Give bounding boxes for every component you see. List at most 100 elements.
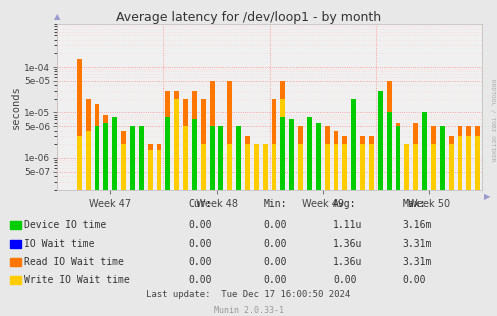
Bar <box>112 131 117 316</box>
Bar <box>103 144 108 316</box>
Text: 0.00: 0.00 <box>189 275 212 285</box>
Bar <box>316 123 321 316</box>
Bar <box>263 144 267 316</box>
Bar <box>77 136 82 316</box>
Text: 1.36u: 1.36u <box>333 239 362 249</box>
Text: 0.00: 0.00 <box>403 275 426 285</box>
Bar <box>396 123 401 316</box>
Bar <box>192 126 197 316</box>
Text: Read IO Wait time: Read IO Wait time <box>24 257 124 267</box>
Bar <box>103 114 108 316</box>
Text: Min:: Min: <box>263 199 287 209</box>
Text: 0.00: 0.00 <box>189 220 212 230</box>
Bar <box>360 136 365 316</box>
Text: Cur:: Cur: <box>189 199 212 209</box>
Bar <box>219 126 223 316</box>
Text: Last update:  Tue Dec 17 16:00:50 2024: Last update: Tue Dec 17 16:00:50 2024 <box>147 290 350 299</box>
Bar <box>440 126 445 316</box>
Bar <box>245 144 250 316</box>
Bar <box>210 81 215 316</box>
Bar <box>103 123 108 316</box>
Text: Average latency for /dev/loop1 - by month: Average latency for /dev/loop1 - by mont… <box>116 11 381 24</box>
Bar <box>298 126 303 316</box>
Bar <box>94 131 99 316</box>
Bar <box>192 91 197 316</box>
Bar <box>210 144 215 316</box>
Text: 3.16m: 3.16m <box>403 220 432 230</box>
Bar <box>227 81 232 316</box>
Bar <box>298 144 303 316</box>
Bar <box>351 99 356 316</box>
Bar <box>201 99 206 316</box>
Bar <box>333 131 338 316</box>
Bar <box>219 144 223 316</box>
Bar <box>342 144 347 316</box>
Text: 1.36u: 1.36u <box>333 257 362 267</box>
Bar <box>458 136 462 316</box>
Bar <box>201 144 206 316</box>
Bar <box>431 144 436 316</box>
Text: Munin 2.0.33-1: Munin 2.0.33-1 <box>214 306 283 315</box>
Bar <box>210 126 215 316</box>
Bar <box>245 136 250 316</box>
Bar <box>130 144 135 316</box>
Bar <box>440 131 445 316</box>
Bar <box>94 105 99 316</box>
Bar <box>272 144 276 316</box>
Bar <box>166 126 170 316</box>
Text: 0.00: 0.00 <box>263 220 287 230</box>
Bar <box>272 99 276 316</box>
Text: ▲: ▲ <box>54 12 61 21</box>
Bar <box>414 123 418 316</box>
Bar <box>236 126 241 316</box>
Bar <box>396 144 401 316</box>
Bar <box>333 144 338 316</box>
Bar <box>396 126 401 316</box>
Bar <box>466 126 471 316</box>
Bar <box>458 126 462 316</box>
Bar <box>289 119 294 316</box>
Bar <box>280 81 285 316</box>
Bar <box>121 131 126 316</box>
Bar <box>112 144 117 316</box>
Text: 0.00: 0.00 <box>263 239 287 249</box>
Bar <box>325 144 330 316</box>
Bar <box>139 126 144 316</box>
Bar <box>449 144 454 316</box>
Bar <box>236 144 241 316</box>
Bar <box>475 126 480 316</box>
Bar <box>112 117 117 316</box>
Text: 3.31m: 3.31m <box>403 257 432 267</box>
Bar <box>148 144 153 316</box>
Bar <box>254 144 259 316</box>
Bar <box>219 126 223 316</box>
Bar <box>387 81 392 316</box>
Text: 0.00: 0.00 <box>263 275 287 285</box>
Bar <box>387 112 392 316</box>
Bar <box>316 126 321 316</box>
Bar <box>254 144 259 316</box>
Bar <box>387 112 392 316</box>
Text: Device IO time: Device IO time <box>24 220 106 230</box>
Bar <box>289 126 294 316</box>
Bar <box>77 59 82 316</box>
Bar <box>475 136 480 316</box>
Bar <box>369 136 374 316</box>
Bar <box>307 144 312 316</box>
Bar <box>174 99 179 316</box>
Bar <box>414 144 418 316</box>
Bar <box>342 136 347 316</box>
Bar <box>166 117 170 316</box>
Bar <box>157 144 162 316</box>
Bar <box>378 123 383 316</box>
Bar <box>85 131 90 316</box>
Text: RRDTOOL / TOBI OETIKER: RRDTOOL / TOBI OETIKER <box>491 79 496 161</box>
Bar <box>280 117 285 316</box>
Bar <box>431 126 436 316</box>
Bar <box>121 144 126 316</box>
Bar <box>422 126 427 316</box>
Text: 0.00: 0.00 <box>263 257 287 267</box>
Text: 0.00: 0.00 <box>333 275 356 285</box>
Bar <box>183 99 188 316</box>
Bar <box>316 144 321 316</box>
